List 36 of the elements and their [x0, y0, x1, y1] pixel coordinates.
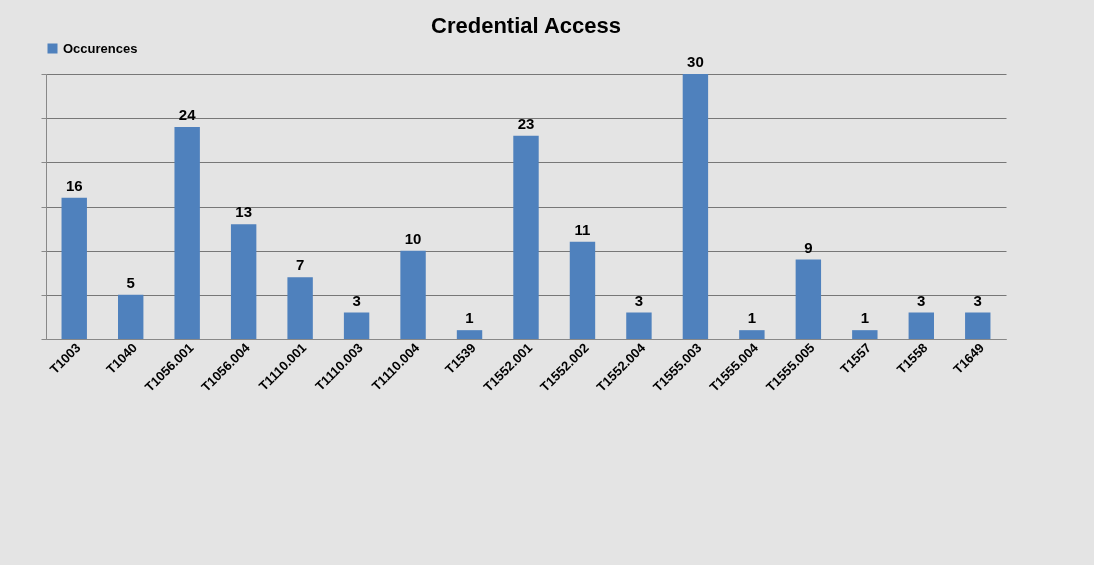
bar	[569, 241, 596, 339]
bar	[174, 127, 200, 339]
data-label: 3	[352, 291, 361, 309]
bar	[513, 135, 539, 339]
data-label: 13	[235, 203, 252, 221]
data-label: 1	[860, 309, 869, 327]
data-label: 24	[178, 106, 197, 123]
data-label: 11	[574, 220, 591, 238]
data-label: 1	[465, 309, 474, 327]
data-label: 3	[917, 291, 926, 309]
bar	[795, 259, 822, 339]
bar	[400, 250, 426, 339]
chart-title: Credential Access	[431, 13, 621, 38]
bar	[287, 277, 313, 339]
data-label: 7	[295, 256, 305, 274]
bar	[965, 312, 991, 339]
data-label: 3	[634, 291, 644, 309]
data-label: 10	[404, 229, 422, 247]
data-label: 23	[517, 114, 535, 132]
bar	[908, 312, 934, 339]
bar	[230, 224, 257, 339]
data-label: 1	[747, 309, 757, 327]
data-label: 5	[126, 273, 135, 291]
bar	[456, 330, 483, 339]
bar	[682, 74, 709, 339]
data-label: 30	[687, 53, 704, 70]
data-label: 16	[65, 176, 83, 194]
bar	[61, 197, 87, 339]
legend-label: Occurences	[63, 40, 138, 56]
data-label: 3	[973, 291, 982, 309]
bar	[852, 330, 878, 339]
bar	[118, 294, 144, 339]
bar	[739, 330, 765, 339]
bar	[343, 312, 370, 339]
data-label: 9	[804, 238, 813, 256]
bar	[626, 312, 652, 339]
